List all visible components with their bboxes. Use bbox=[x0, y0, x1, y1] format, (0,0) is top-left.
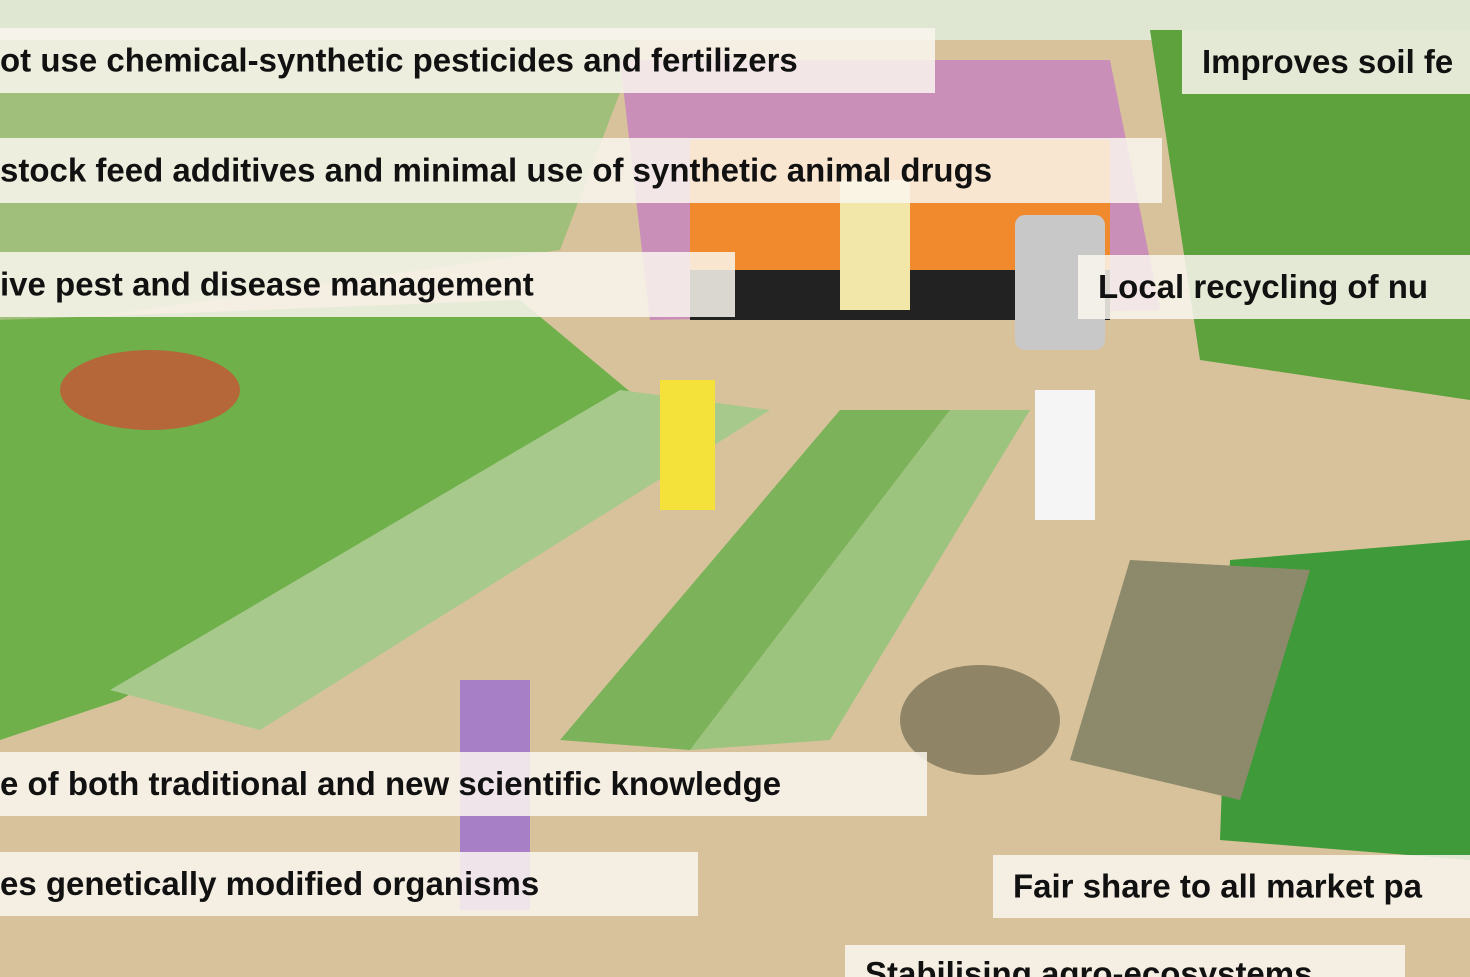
caption-text: Fair share to all market pa bbox=[1013, 868, 1423, 905]
caption: Local recycling of nu bbox=[1078, 255, 1470, 319]
caption: ive pest and disease management bbox=[0, 252, 735, 317]
caption-text: Improves soil fe bbox=[1202, 43, 1453, 80]
caption: ot use chemical-synthetic pesticides and… bbox=[0, 28, 935, 93]
caption: es genetically modified organisms bbox=[0, 852, 698, 916]
caption: Stabilising agro-ecosystems bbox=[845, 945, 1405, 977]
cow bbox=[60, 350, 240, 430]
caption: stock feed additives and minimal use of … bbox=[0, 138, 1162, 203]
caption-text: ive pest and disease management bbox=[0, 266, 534, 303]
caption-text: stock feed additives and minimal use of … bbox=[0, 152, 992, 189]
caption-text: ot use chemical-synthetic pesticides and… bbox=[0, 42, 798, 79]
caption-text: es genetically modified organisms bbox=[0, 865, 539, 902]
page: ot use chemical-synthetic pesticides and… bbox=[0, 0, 1470, 977]
farmer-man bbox=[1035, 390, 1095, 520]
caption: e of both traditional and new scientific… bbox=[0, 752, 927, 816]
illustration: ot use chemical-synthetic pesticides and… bbox=[0, 0, 1470, 977]
caption: Improves soil fe bbox=[1182, 30, 1470, 94]
caption-text: e of both traditional and new scientific… bbox=[0, 765, 781, 802]
caption-text: Local recycling of nu bbox=[1098, 268, 1428, 305]
caption-text: Stabilising agro-ecosystems bbox=[865, 955, 1312, 977]
farmer-woman bbox=[660, 380, 715, 510]
caption: Fair share to all market pa bbox=[993, 855, 1470, 918]
